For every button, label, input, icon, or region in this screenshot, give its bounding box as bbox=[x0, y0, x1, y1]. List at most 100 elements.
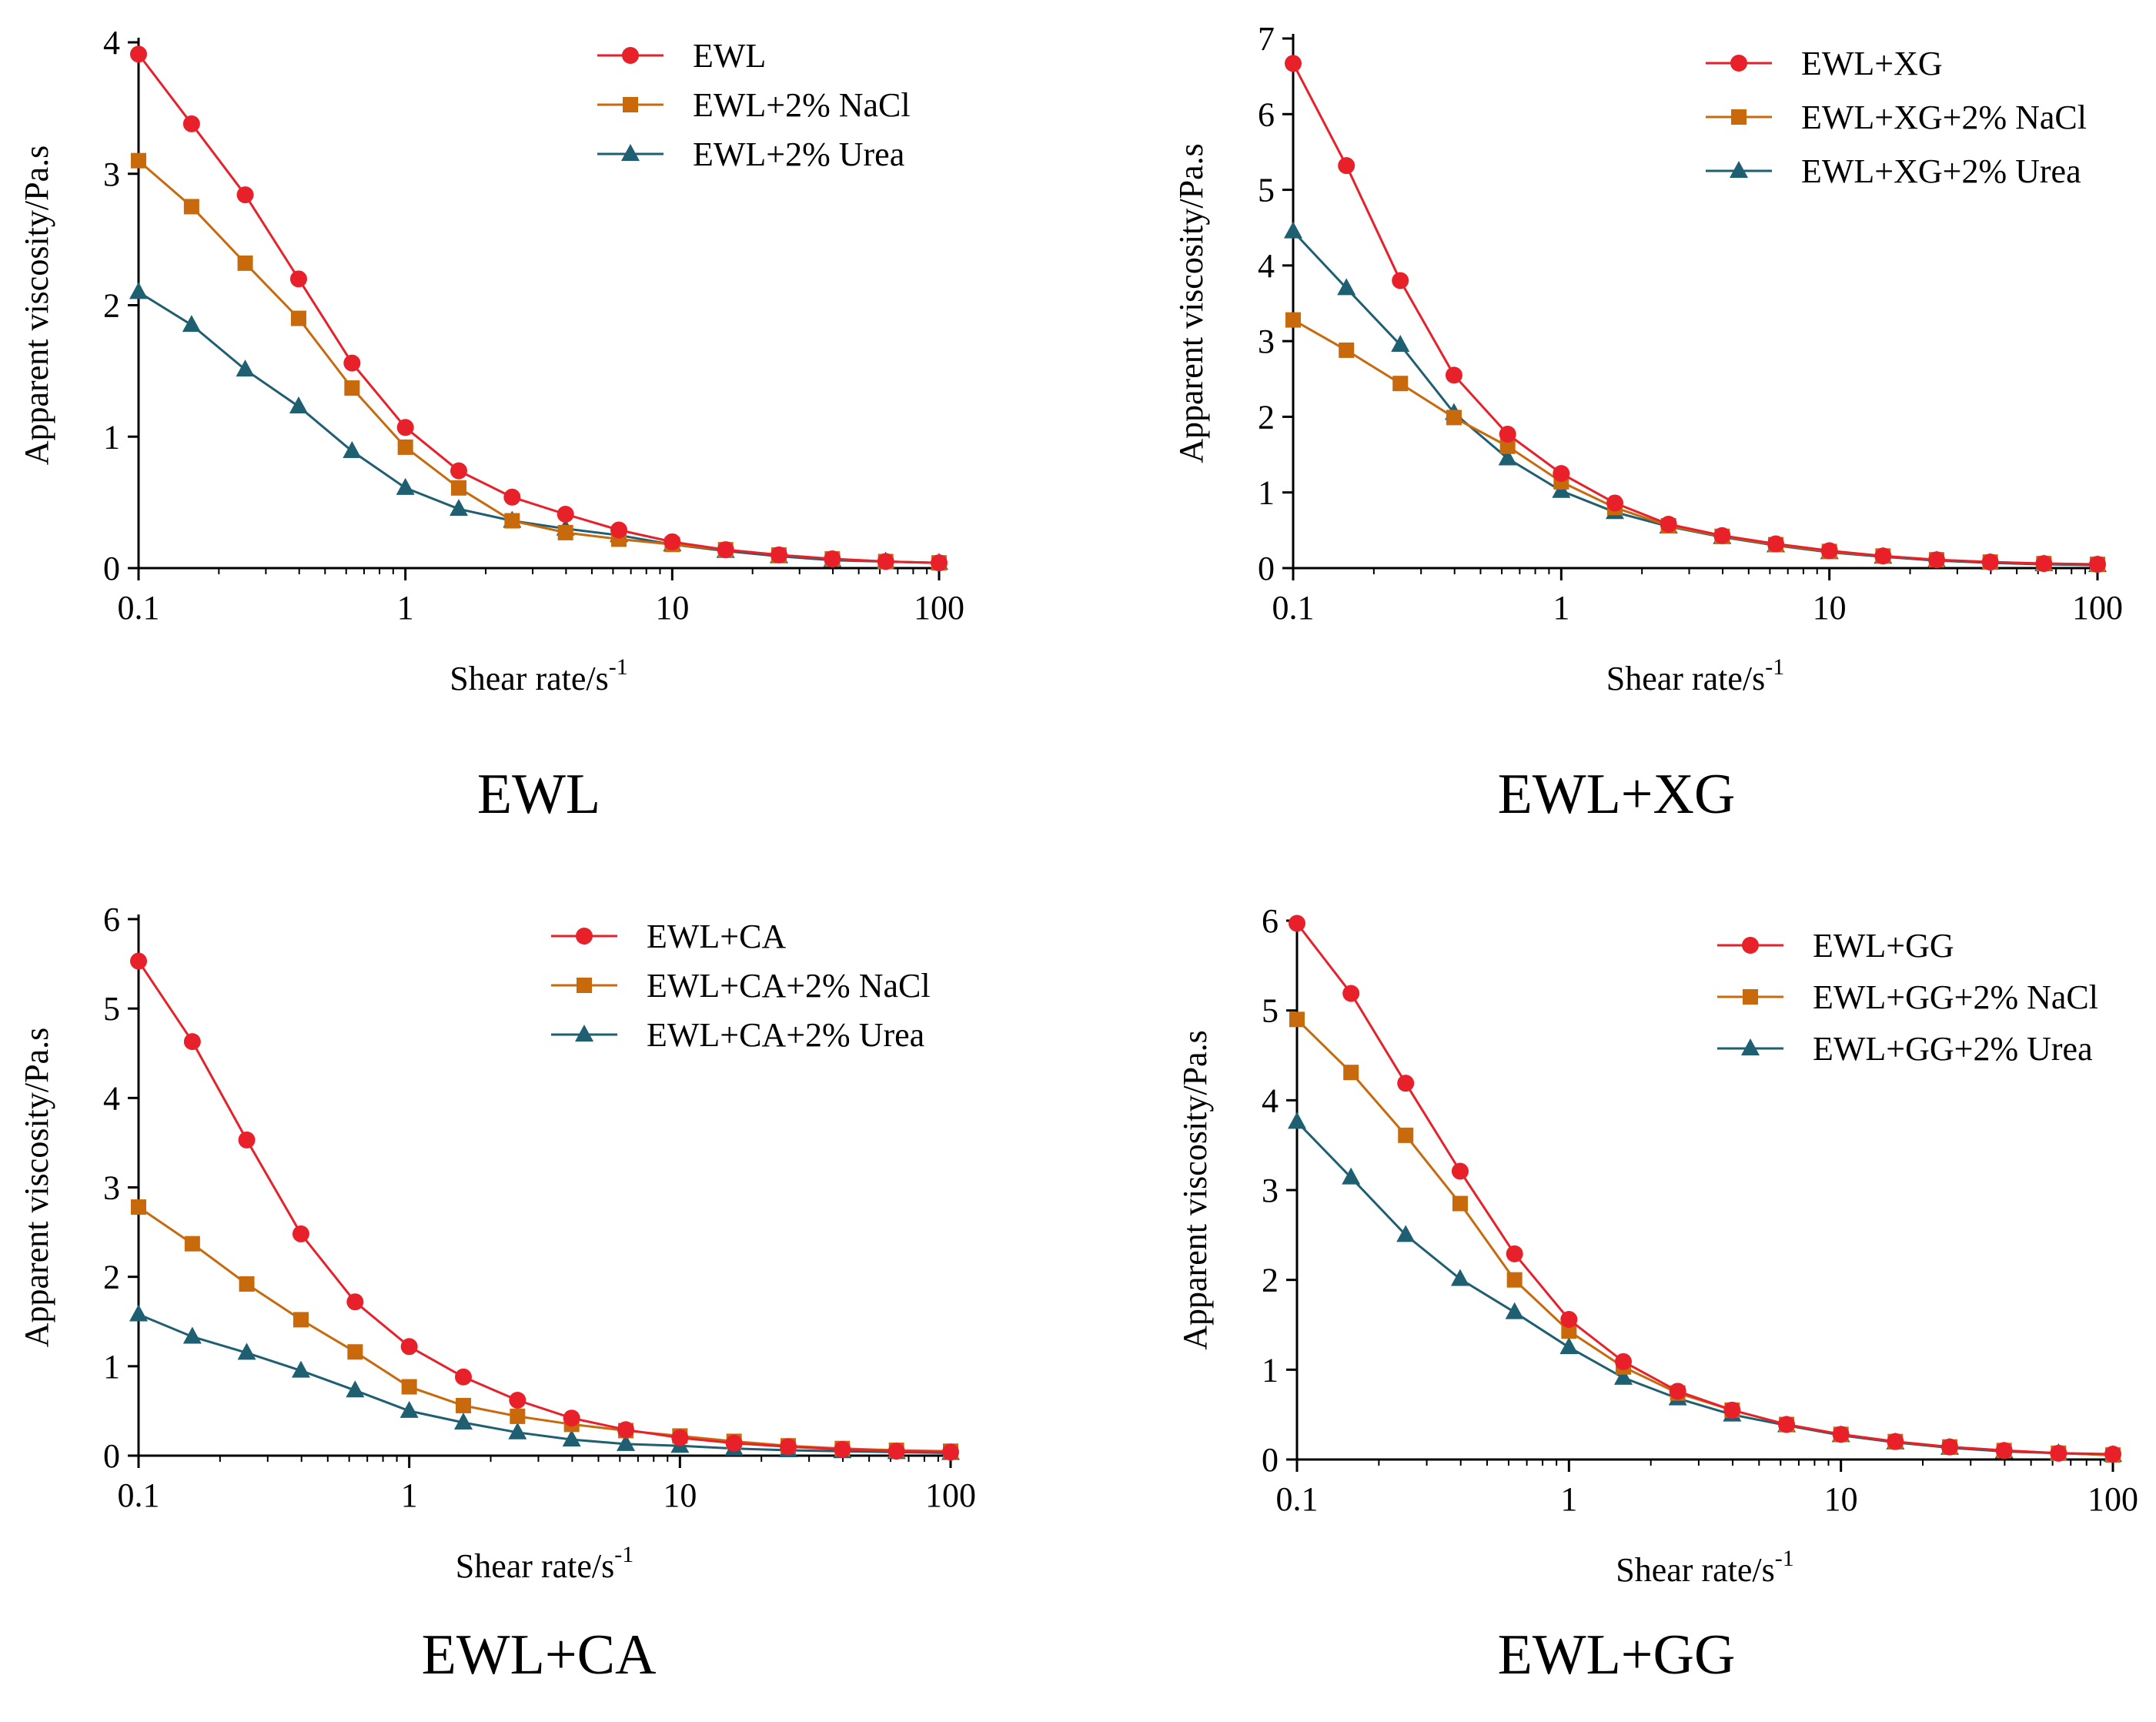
data-point bbox=[454, 1413, 473, 1430]
x-tick-label: 1 bbox=[397, 589, 414, 627]
data-point bbox=[1713, 527, 1731, 544]
data-point bbox=[1887, 1433, 1904, 1450]
data-point bbox=[1561, 1323, 1577, 1339]
legend-label: EWL+GG bbox=[1813, 927, 1954, 965]
legend: EWL+GG EWL+GG+2% NaCl EWL+GG+2% Urea bbox=[1717, 927, 2098, 1068]
series-ewl-gg-2-urea bbox=[1288, 1112, 2122, 1463]
x-tick-label: 100 bbox=[2087, 1480, 2138, 1518]
legend-marker bbox=[577, 978, 592, 993]
legend-item: EWL+2% NaCl bbox=[597, 86, 911, 124]
data-point bbox=[1343, 1065, 1359, 1081]
data-point bbox=[455, 1368, 473, 1386]
data-point bbox=[130, 45, 147, 63]
data-point bbox=[289, 396, 308, 413]
data-point bbox=[503, 488, 521, 506]
data-point bbox=[182, 115, 200, 132]
y-tick-label: 3 bbox=[103, 1169, 120, 1207]
data-point bbox=[1615, 1353, 1633, 1370]
data-point bbox=[1506, 1245, 1523, 1262]
data-point bbox=[401, 1379, 417, 1395]
data-point bbox=[508, 1422, 527, 1439]
y-tick-label: 2 bbox=[103, 1259, 120, 1296]
x-axis-label: Shear rate/s-1 bbox=[456, 1542, 633, 1585]
data-point bbox=[610, 521, 628, 539]
y-tick-label: 2 bbox=[1262, 1262, 1279, 1299]
data-point bbox=[292, 1225, 309, 1242]
y-tick-label: 5 bbox=[1258, 172, 1275, 209]
y-tick-label: 0 bbox=[1262, 1441, 1279, 1479]
series-ewl-ca-2-urea bbox=[129, 1304, 960, 1460]
data-point bbox=[130, 952, 147, 970]
series-line bbox=[138, 1313, 951, 1454]
x-axis-label-superscript: -1 bbox=[614, 1542, 633, 1567]
data-point bbox=[291, 1360, 310, 1378]
series-ewl-gg bbox=[1289, 914, 2121, 1463]
series-line bbox=[1295, 1018, 2114, 1456]
data-point bbox=[671, 1429, 689, 1446]
data-point bbox=[1451, 1162, 1469, 1180]
legend-item: EWL bbox=[597, 37, 766, 75]
series-ewl-2-nacl bbox=[131, 152, 947, 571]
x-tick-label: 10 bbox=[1813, 589, 1847, 627]
data-point bbox=[824, 550, 841, 568]
data-point bbox=[887, 1443, 905, 1460]
data-point bbox=[557, 524, 573, 540]
x-tick-label: 10 bbox=[1824, 1480, 1858, 1518]
chart-panel-ewl-xg: 0 1 2 3 4 5 6 7 0.1 1 10 100 Shear rate/s-1 Apparent … bbox=[1078, 0, 2155, 861]
data-point bbox=[504, 513, 520, 529]
series-line bbox=[1292, 62, 2098, 566]
data-point bbox=[451, 480, 467, 496]
chart-ewl: 0 1 2 3 4 0.1 1 10 100 Shear rate/s-1 Apparent vis… bbox=[18, 24, 964, 697]
data-point bbox=[396, 419, 414, 436]
data-point bbox=[347, 1344, 363, 1360]
y-tick-label: 3 bbox=[1262, 1172, 1279, 1209]
y-tick-label: 5 bbox=[103, 990, 120, 1028]
y-tick-label: 0 bbox=[103, 550, 120, 587]
y-tick-label: 1 bbox=[1258, 474, 1275, 512]
data-point bbox=[1660, 515, 1677, 533]
legend-label: EWL+XG bbox=[1801, 45, 1943, 82]
legend-item: EWL+GG+2% NaCl bbox=[1717, 978, 2098, 1016]
data-point bbox=[400, 1338, 418, 1356]
data-point bbox=[1820, 542, 1838, 560]
data-point bbox=[1553, 465, 1570, 483]
y-tick-label: 4 bbox=[103, 1079, 120, 1117]
legend-marker bbox=[1730, 161, 1748, 178]
data-point bbox=[184, 1235, 200, 1252]
legend-item: EWL+2% Urea bbox=[597, 135, 904, 173]
x-axis-label: Shear rate/s-1 bbox=[450, 654, 627, 697]
data-point bbox=[399, 1400, 419, 1418]
data-point bbox=[1452, 1195, 1468, 1212]
data-point bbox=[396, 477, 415, 495]
data-point bbox=[1450, 1269, 1469, 1286]
series-line bbox=[1295, 922, 2114, 1456]
data-point bbox=[557, 505, 574, 523]
legend-label: EWL+CA bbox=[647, 918, 786, 955]
panel-caption: EWL bbox=[476, 763, 601, 826]
data-point bbox=[289, 270, 307, 288]
y-tick-label: 5 bbox=[1262, 992, 1279, 1030]
data-point bbox=[509, 1391, 526, 1409]
x-tick-label: 100 bbox=[914, 589, 964, 627]
data-point bbox=[1832, 1426, 1850, 1443]
data-point bbox=[1289, 1011, 1305, 1028]
y-tick-label: 1 bbox=[1262, 1351, 1279, 1389]
series-line bbox=[138, 291, 940, 564]
data-point bbox=[510, 1408, 526, 1424]
chart-panel-ewl-gg: 0 1 2 3 4 5 6 0.1 1 10 100 Shear rate/s-1 Apparent v… bbox=[1078, 861, 2155, 1721]
legend-label: EWL+2% Urea bbox=[693, 135, 904, 173]
data-point bbox=[1284, 221, 1302, 239]
data-point bbox=[942, 1443, 959, 1461]
data-point bbox=[1445, 366, 1462, 384]
data-point bbox=[1505, 1302, 1524, 1319]
data-point bbox=[1506, 1272, 1523, 1288]
data-point bbox=[450, 462, 468, 480]
data-point bbox=[1339, 342, 1355, 358]
legend-item: EWL+GG+2% Urea bbox=[1717, 1030, 2093, 1068]
y-axis-label: Apparent viscosity/Pa.s bbox=[1176, 1030, 1214, 1350]
chart-panel-ewl-ca: 0 1 2 3 4 5 6 0.1 1 10 100 Shear rate/s-1 Apparent v… bbox=[0, 861, 1078, 1721]
data-point bbox=[346, 1380, 365, 1398]
legend-marker bbox=[621, 144, 640, 161]
data-point bbox=[131, 1199, 146, 1215]
y-tick-label: 1 bbox=[103, 1348, 120, 1386]
